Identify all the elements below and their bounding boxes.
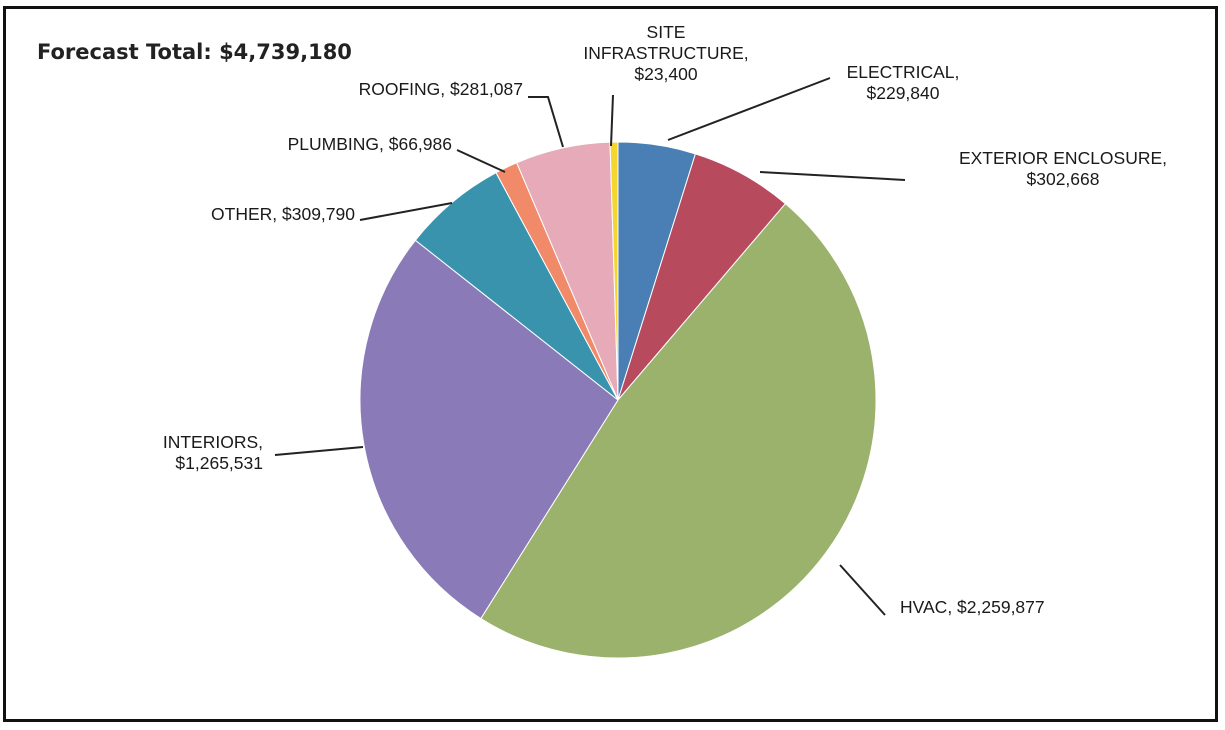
leader-line-hvac bbox=[839, 564, 886, 616]
leader-line-site-infrastructure bbox=[610, 94, 614, 147]
leader-line-electrical bbox=[667, 77, 831, 141]
slice-label-plumbing: PLUMBING, $66,986 bbox=[288, 134, 452, 154]
leader-lines bbox=[274, 77, 906, 616]
pie-slice-hvac bbox=[480, 202, 877, 659]
pie-slices bbox=[359, 141, 877, 659]
slice-label-hvac: HVAC, $2,259,877 bbox=[900, 597, 1045, 617]
leader-line-exterior-enclosure bbox=[759, 171, 906, 181]
slice-labels: ELECTRICAL, $229,840 EXTERIOR ENCLOSURE, $3… bbox=[163, 22, 1167, 617]
slice-label-roofing: ROOFING, $281,087 bbox=[359, 79, 523, 99]
pie-slice-interiors bbox=[359, 239, 619, 620]
chart-title: Forecast Total: $4,739,180 bbox=[37, 40, 352, 64]
slice-label-site-infrastructure: SITE INFRASTRUCTURE, $23,400 bbox=[583, 22, 748, 84]
slice-label-other: OTHER, $309,790 bbox=[211, 204, 355, 224]
pie-slice-site-infrastructure bbox=[609, 141, 619, 401]
slice-label-electrical: ELECTRICAL, $229,840 bbox=[847, 62, 960, 103]
leader-line-roofing bbox=[528, 96, 564, 148]
slice-label-interiors: INTERIORS, $1,265,531 bbox=[163, 432, 263, 473]
leader-line-other bbox=[359, 202, 453, 221]
leader-line-interiors bbox=[274, 446, 364, 456]
slice-label-exterior-enclosure: EXTERIOR ENCLOSURE, $302,668 bbox=[959, 148, 1167, 189]
leader-line-plumbing bbox=[456, 149, 506, 173]
